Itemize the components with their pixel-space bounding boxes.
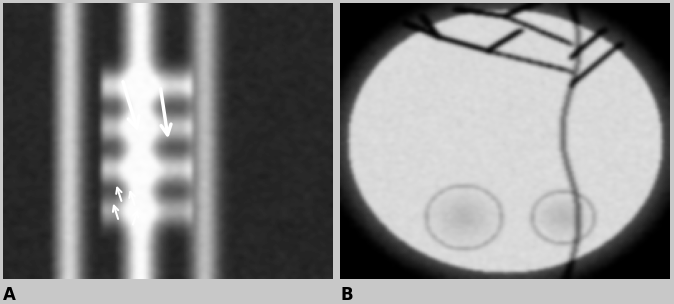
Text: A: A (3, 286, 16, 304)
Text: B: B (340, 286, 353, 304)
